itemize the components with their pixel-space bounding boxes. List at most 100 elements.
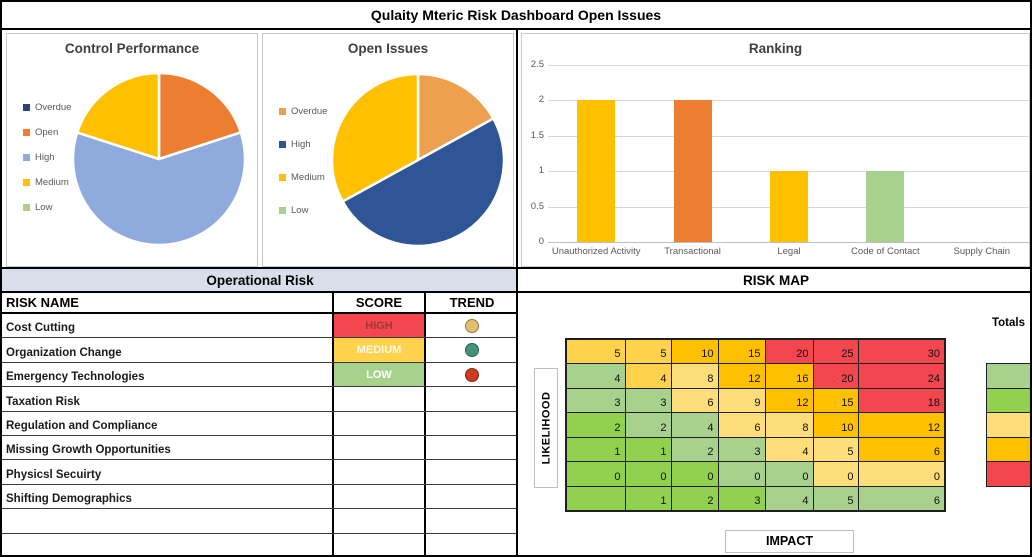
risk-map-cell[interactable]: 15 <box>812 387 859 413</box>
trend-cell[interactable] <box>426 485 518 508</box>
score-cell[interactable] <box>332 484 426 509</box>
legend-item[interactable]: Low <box>23 202 71 213</box>
risk-map-cell[interactable]: 4 <box>764 436 814 462</box>
bar-code-of-contact[interactable] <box>866 171 905 242</box>
risk-map-cell[interactable]: 0 <box>764 461 814 487</box>
totals-cell[interactable] <box>986 412 1030 438</box>
score-cell[interactable]: LOW <box>332 362 426 387</box>
risk-map-cell[interactable]: 4 <box>764 485 814 511</box>
risk-map-cell[interactable]: 10 <box>812 412 859 438</box>
risk-map-cell[interactable]: 30 <box>857 338 946 364</box>
risk-map-cell[interactable]: 15 <box>717 338 766 364</box>
risk-map-cell[interactable]: 8 <box>670 363 719 389</box>
score-cell[interactable] <box>332 436 426 460</box>
trend-cell[interactable] <box>426 412 518 435</box>
risk-map-cell[interactable]: 3 <box>717 436 766 462</box>
pie-slice-high[interactable] <box>71 131 247 247</box>
pie-slice-open[interactable] <box>157 71 243 161</box>
risk-name-cell[interactable]: Organization Change <box>6 346 122 359</box>
risk-map-cell[interactable]: 16 <box>764 363 814 389</box>
pie-slice-medium[interactable] <box>330 72 420 203</box>
legend-item[interactable]: Overdue <box>23 102 71 113</box>
risk-map-cell[interactable]: 24 <box>857 363 946 389</box>
risk-map-cell[interactable]: 18 <box>857 387 946 413</box>
legend-item[interactable]: Medium <box>23 177 71 188</box>
trend-cell[interactable] <box>426 314 518 337</box>
risk-map-cell[interactable]: 1 <box>565 436 626 462</box>
risk-name-cell[interactable]: Physicsl Secuirty <box>6 468 102 481</box>
risk-name-cell[interactable]: Shifting Demographics <box>6 493 132 506</box>
risk-name-cell[interactable]: Taxation Risk <box>6 395 80 408</box>
trend-cell[interactable] <box>426 338 518 361</box>
risk-map-cell[interactable]: 20 <box>812 363 859 389</box>
bar-legal[interactable] <box>770 171 808 242</box>
risk-map-cell[interactable]: 12 <box>857 412 946 438</box>
trend-cell[interactable] <box>426 534 518 555</box>
legend-item[interactable]: Low <box>279 205 327 216</box>
risk-map-cell[interactable]: 12 <box>764 387 814 413</box>
legend-item[interactable]: High <box>23 152 71 163</box>
risk-name-cell[interactable]: Cost Cutting <box>6 322 75 335</box>
score-cell[interactable] <box>332 387 426 411</box>
risk-map-cell[interactable]: 4 <box>624 363 672 389</box>
totals-cell[interactable] <box>986 363 1030 389</box>
risk-map-cell[interactable]: 3 <box>565 387 626 413</box>
risk-map-cell[interactable]: 0 <box>565 461 626 487</box>
risk-map-cell[interactable]: 9 <box>717 387 766 413</box>
risk-map-cell[interactable]: 8 <box>764 412 814 438</box>
risk-map-cell[interactable]: 0 <box>857 461 946 487</box>
risk-map-cell[interactable]: 2 <box>624 412 672 438</box>
risk-name-cell[interactable] <box>2 509 332 532</box>
risk-map-cell[interactable]: 5 <box>812 436 859 462</box>
risk-name-cell[interactable]: Missing Growth Opportunities <box>6 444 171 457</box>
risk-map-cell[interactable]: 5 <box>624 338 672 364</box>
risk-map-cell[interactable]: 6 <box>717 412 766 438</box>
trend-cell[interactable] <box>426 509 518 532</box>
trend-cell[interactable] <box>426 436 518 459</box>
risk-map-cell[interactable]: 4 <box>670 412 719 438</box>
risk-name-cell[interactable]: Emergency Technologies <box>6 371 145 384</box>
risk-map-cell[interactable]: 3 <box>717 485 766 511</box>
score-cell[interactable] <box>332 460 426 484</box>
bar-unauthorized-activity[interactable] <box>577 100 616 242</box>
risk-name-cell[interactable] <box>2 534 332 555</box>
ranking-chart-panel[interactable]: Ranking 0 0.5 1 1.5 2 2.5 Unauthorized Activit… <box>521 33 1030 267</box>
open-issues-chart-panel[interactable]: Open Issues Overdue High Medium Low <box>262 33 514 267</box>
totals-cell[interactable] <box>986 461 1030 487</box>
risk-map-cell[interactable]: 12 <box>717 363 766 389</box>
risk-name-cell[interactable]: Regulation and Compliance <box>6 420 158 433</box>
trend-cell[interactable] <box>426 387 518 410</box>
risk-map-cell[interactable]: 20 <box>764 338 814 364</box>
trend-cell[interactable] <box>426 363 518 386</box>
risk-map-cell[interactable]: 6 <box>670 387 719 413</box>
risk-map-cell[interactable]: 5 <box>812 485 859 511</box>
risk-map-cell[interactable]: 0 <box>812 461 859 487</box>
risk-map-cell[interactable] <box>565 485 626 511</box>
legend-item[interactable]: High <box>279 139 327 150</box>
risk-map-cell[interactable]: 3 <box>624 387 672 413</box>
score-cell[interactable] <box>332 411 426 436</box>
score-cell[interactable]: MEDIUM <box>332 338 426 362</box>
risk-map-cell[interactable]: 25 <box>812 338 859 364</box>
legend-item[interactable]: Open <box>23 127 71 138</box>
open-issues-pie-chart[interactable] <box>329 71 507 249</box>
pie-slice-overdue[interactable] <box>416 72 495 162</box>
risk-map-cell[interactable]: 5 <box>565 338 626 364</box>
risk-map-cell[interactable]: 1 <box>624 485 672 511</box>
bar-transactional[interactable] <box>673 100 712 242</box>
risk-map-cell[interactable]: 2 <box>565 412 626 438</box>
risk-map-cell[interactable]: 10 <box>670 338 719 364</box>
legend-item[interactable]: Medium <box>279 172 327 183</box>
score-cell[interactable] <box>332 533 426 555</box>
score-cell[interactable] <box>332 509 426 533</box>
control-performance-pie-chart[interactable] <box>70 70 248 248</box>
risk-map-cell[interactable]: 0 <box>717 461 766 487</box>
totals-cell[interactable] <box>986 436 1030 463</box>
risk-map-cell[interactable]: 6 <box>857 485 946 511</box>
pie-slice-high[interactable] <box>341 117 506 248</box>
totals-cell[interactable] <box>986 387 1030 414</box>
control-performance-chart-panel[interactable]: Control Performance Overdue Open High Mediu… <box>6 33 258 267</box>
risk-map-cell[interactable]: 2 <box>670 485 719 511</box>
score-cell[interactable]: HIGH <box>332 314 426 338</box>
risk-map-cell[interactable]: 0 <box>624 461 672 487</box>
